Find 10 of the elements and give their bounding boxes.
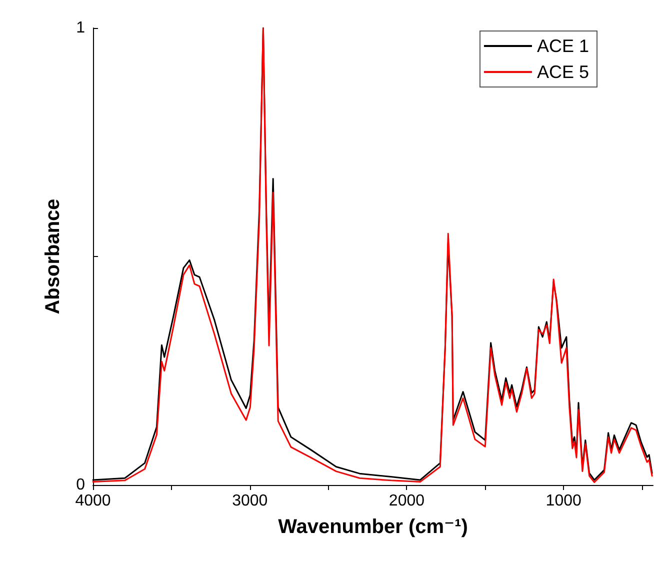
x-tick-label: 1000 [546,492,582,510]
x-tick-label: 3000 [232,492,268,510]
legend-label: ACE 1 [536,36,590,56]
x-tick-label: 4000 [75,492,111,510]
y-tick-label: 1 [76,20,86,36]
x-tick-label: 2000 [388,492,425,510]
legend-label: ACE 5 [536,62,590,82]
x-axis-title: Wavenumber (cm⁻¹) [278,516,468,538]
y-axis-title: Absorbance [42,198,64,314]
y-tick-label: 0 [76,476,86,494]
